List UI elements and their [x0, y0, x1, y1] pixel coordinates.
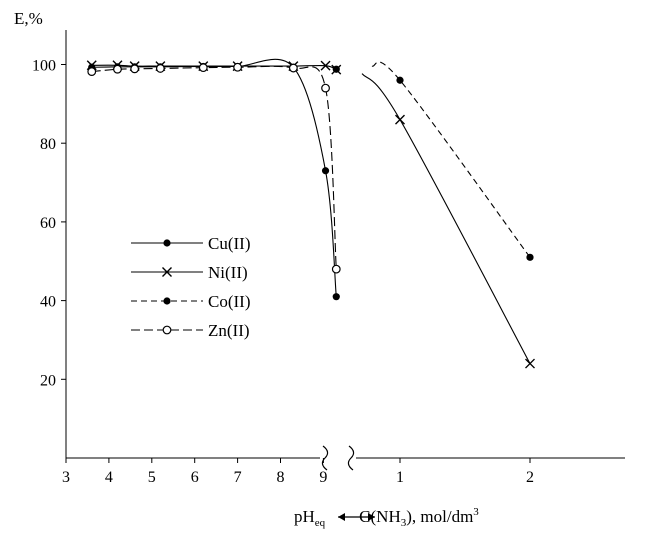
legend: Cu(II) Ni(II) Co(II) Zn(II): [131, 234, 250, 340]
data-point: [198, 63, 208, 73]
y-tick-label: 100: [32, 58, 56, 75]
x-title-conc: C(NH: [359, 507, 401, 526]
legend-label: Zn(II): [208, 321, 250, 340]
x-tick-label-conc: 2: [526, 469, 534, 486]
data-point: [332, 293, 340, 301]
series-layer: [86, 58, 535, 369]
legend-item: Zn(II): [131, 321, 250, 340]
x-title-conc-superscript: 3: [473, 506, 479, 518]
arrow-head-right-icon: [368, 513, 375, 521]
arrow-head-left-icon: [338, 513, 345, 521]
data-point: [321, 83, 330, 93]
x-tick-label-ph: 7: [234, 469, 242, 486]
data-point: [163, 297, 171, 305]
x-tick-label-ph: 6: [191, 469, 199, 486]
x-tick-label-ph: 5: [148, 469, 156, 486]
y-tick-label: 40: [40, 294, 56, 311]
legend-label: Cu(II): [208, 234, 250, 253]
data-point: [155, 64, 165, 73]
data-point: [525, 358, 535, 369]
data-point: [396, 76, 404, 84]
y-axis-title: E,%: [14, 9, 43, 28]
series-line: [371, 61, 531, 258]
data-point: [162, 325, 172, 335]
data-point: [320, 60, 331, 71]
series-line: [91, 58, 337, 297]
y-tick-label: 20: [40, 372, 56, 389]
data-point: [87, 67, 97, 76]
data-point: [162, 267, 172, 277]
data-point: [233, 62, 243, 72]
x-tick-label-conc: 1: [396, 469, 404, 486]
x-title-ph-subscript: eq: [315, 517, 326, 529]
series-znii: [87, 62, 341, 274]
x-title-ph: pH: [294, 507, 315, 526]
axes: 20 40 60 80 100 3 4 5 6 7 8 9 1 2: [32, 30, 625, 486]
data-point: [395, 114, 405, 125]
data-point: [163, 239, 171, 247]
data-point: [113, 64, 122, 74]
y-tick-label: 60: [40, 215, 56, 232]
legend-label: Co(II): [208, 292, 250, 311]
data-point: [86, 60, 97, 71]
axis-break-mark: [347, 445, 355, 471]
series-coii: [332, 61, 534, 261]
data-point: [331, 264, 341, 274]
series-line: [361, 73, 531, 364]
legend-item: Co(II): [131, 292, 250, 311]
legend-label: Ni(II): [208, 263, 248, 282]
x-tick-label-ph: 8: [277, 469, 285, 486]
x-tick-label-ph: 4: [105, 469, 113, 486]
x-tick-label-ph: 3: [62, 469, 70, 486]
x-title-conc-units: ), mol/dm: [406, 507, 473, 526]
y-tick-label: 80: [40, 136, 56, 153]
data-point: [332, 65, 340, 73]
axis-break-mark: [321, 445, 329, 471]
data-point: [321, 167, 330, 175]
data-point: [288, 63, 298, 73]
data-point: [130, 64, 140, 74]
x-tick-label-ph: 9: [319, 469, 327, 486]
legend-item: Ni(II): [131, 263, 248, 282]
x-title-conc-subscript: 3: [401, 517, 407, 529]
x-axis-title: pHeq C(NH3), mol/dm3: [294, 506, 479, 529]
x-axis-title-text: pHeq C(NH3), mol/dm3: [294, 506, 479, 529]
data-point: [526, 253, 534, 261]
legend-item: Cu(II): [131, 234, 250, 253]
